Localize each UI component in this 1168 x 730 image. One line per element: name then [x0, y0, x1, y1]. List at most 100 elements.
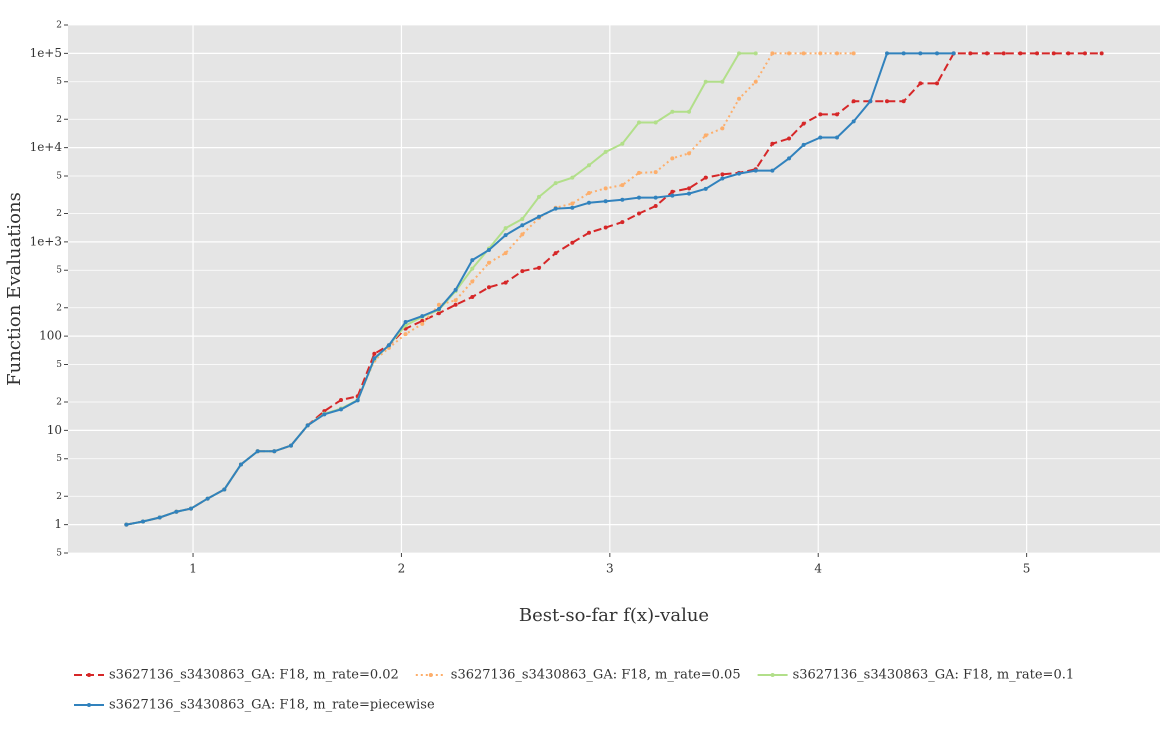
data-point — [834, 112, 839, 117]
data-point — [737, 171, 742, 176]
y-tick-label: 2 — [56, 398, 62, 408]
data-point — [222, 487, 227, 492]
data-point — [586, 191, 591, 196]
data-point — [288, 443, 293, 448]
y-tick-label: 5 — [56, 266, 62, 276]
data-point — [720, 79, 725, 84]
legend-marker — [87, 703, 91, 707]
data-point — [703, 79, 708, 84]
legend-marker — [87, 673, 91, 677]
data-point — [503, 251, 508, 256]
data-point — [951, 51, 956, 56]
y-tick-label: 2 — [56, 209, 62, 219]
data-point — [420, 314, 425, 319]
y-tick-label: 5 — [56, 549, 62, 559]
data-point — [436, 306, 441, 311]
data-point — [570, 201, 575, 206]
data-point — [737, 51, 742, 56]
y-tick-label: 2 — [56, 303, 62, 313]
y-tick-label: 5 — [56, 454, 62, 464]
data-point — [801, 121, 806, 126]
data-point — [918, 81, 923, 86]
data-point — [1082, 51, 1087, 56]
data-point — [653, 204, 658, 209]
data-point — [403, 332, 408, 337]
data-point — [935, 51, 940, 56]
data-point — [868, 99, 873, 104]
y-tick-label: 2 — [56, 492, 62, 502]
data-point — [420, 318, 425, 323]
data-point — [570, 205, 575, 210]
data-point — [653, 170, 658, 175]
data-point — [486, 247, 491, 252]
data-point — [339, 398, 343, 403]
data-point — [470, 279, 475, 284]
data-point — [503, 226, 508, 231]
data-point — [851, 119, 856, 124]
data-point — [620, 197, 625, 202]
data-point — [570, 175, 575, 180]
x-tick-label: 1 — [189, 562, 197, 576]
data-point — [670, 193, 675, 198]
legend-label: s3627136_s3430863_GA: F18, m_rate=0.02 — [109, 668, 399, 683]
y-tick-label: 5 — [56, 360, 62, 370]
legend-marker — [428, 673, 433, 677]
data-point — [787, 136, 792, 141]
data-point — [520, 269, 525, 274]
data-point — [603, 225, 608, 230]
data-point — [339, 407, 343, 412]
data-point — [586, 230, 591, 235]
data-point — [503, 280, 508, 285]
data-point — [322, 412, 327, 417]
y-tick-label: 5 — [56, 77, 62, 87]
data-point — [753, 168, 758, 173]
data-point — [1066, 51, 1071, 56]
legend-label: s3627136_s3430863_GA: F18, m_rate=0.1 — [793, 668, 1075, 683]
data-point — [985, 51, 990, 56]
y-tick-label: 1e+5 — [30, 46, 62, 60]
data-point — [687, 191, 692, 196]
data-point — [818, 51, 823, 56]
data-point — [603, 186, 608, 191]
x-tick-label: 3 — [606, 562, 614, 576]
data-point — [486, 285, 491, 290]
data-point — [403, 320, 408, 325]
data-point — [620, 220, 625, 225]
data-point — [536, 265, 541, 270]
data-point — [603, 149, 608, 154]
x-tick-label: 4 — [814, 562, 822, 576]
data-point — [453, 302, 458, 307]
data-point — [687, 186, 692, 191]
data-point — [436, 302, 441, 307]
data-point — [586, 163, 591, 168]
data-point — [157, 515, 162, 520]
legend-marker — [770, 673, 775, 677]
y-tick-label: 2 — [56, 21, 62, 31]
data-point — [620, 141, 625, 146]
data-point — [885, 99, 889, 104]
data-point — [1035, 51, 1040, 56]
data-point — [670, 109, 675, 114]
data-point — [141, 519, 146, 524]
data-point — [205, 496, 210, 501]
data-point — [818, 112, 823, 117]
data-point — [703, 133, 708, 138]
y-tick-label: 5 — [56, 171, 62, 181]
y-tick-label: 10 — [47, 423, 62, 437]
data-point — [737, 96, 742, 101]
data-point — [851, 51, 856, 56]
data-point — [470, 295, 475, 300]
data-point — [653, 120, 658, 125]
data-point — [372, 351, 377, 356]
y-tick-label: 1e+4 — [30, 140, 63, 154]
data-point — [570, 240, 575, 245]
data-point — [174, 509, 179, 514]
data-point — [520, 223, 525, 228]
data-point — [885, 51, 889, 56]
data-point — [1001, 51, 1006, 56]
legend-label: s3627136_s3430863_GA: F18, m_rate=0.05 — [451, 668, 741, 683]
data-point — [536, 194, 541, 199]
data-point — [188, 506, 193, 511]
data-point — [603, 199, 608, 204]
